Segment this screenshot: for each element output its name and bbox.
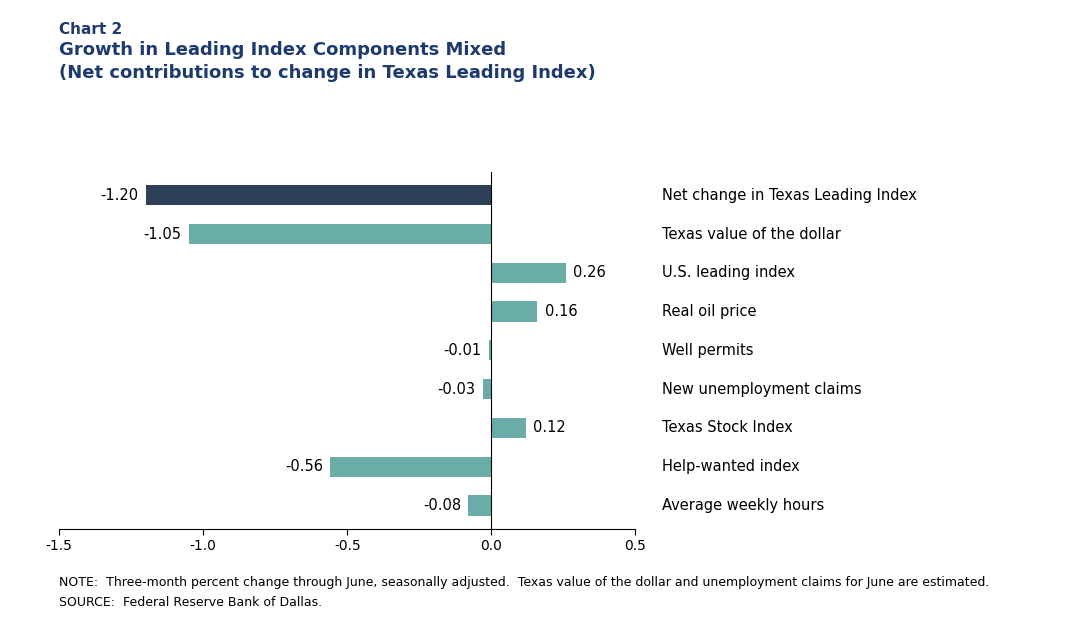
Text: Net change in Texas Leading Index: Net change in Texas Leading Index	[662, 188, 918, 203]
Bar	[489, 340, 491, 361]
Text: Well permits: Well permits	[662, 343, 754, 358]
Text: Texas Stock Index: Texas Stock Index	[662, 420, 793, 436]
Bar	[188, 224, 491, 244]
Text: Chart 2: Chart 2	[59, 22, 123, 38]
Text: -0.56: -0.56	[284, 459, 323, 474]
Bar	[145, 185, 491, 205]
Text: Growth in Leading Index Components Mixed: Growth in Leading Index Components Mixed	[59, 41, 506, 59]
Bar	[330, 457, 491, 476]
Text: Help-wanted index: Help-wanted index	[662, 459, 800, 474]
Text: 0.26: 0.26	[573, 265, 606, 280]
Text: SOURCE:  Federal Reserve Bank of Dallas.: SOURCE: Federal Reserve Bank of Dallas.	[59, 596, 322, 608]
Bar	[468, 496, 491, 515]
Text: -0.01: -0.01	[443, 343, 481, 358]
Bar	[491, 418, 526, 438]
Text: -1.05: -1.05	[143, 227, 182, 241]
Bar	[491, 262, 567, 283]
Bar	[491, 301, 537, 322]
Text: U.S. leading index: U.S. leading index	[662, 265, 795, 280]
Text: (Net contributions to change in Texas Leading Index): (Net contributions to change in Texas Le…	[59, 64, 596, 82]
Text: New unemployment claims: New unemployment claims	[662, 382, 862, 397]
Text: 0.12: 0.12	[533, 420, 565, 436]
Text: Texas value of the dollar: Texas value of the dollar	[662, 227, 841, 241]
Text: Real oil price: Real oil price	[662, 304, 757, 319]
Text: 0.16: 0.16	[545, 304, 577, 319]
Text: -1.20: -1.20	[100, 188, 139, 203]
Bar	[482, 379, 491, 399]
Text: -0.03: -0.03	[437, 382, 476, 397]
Text: NOTE:  Three-month percent change through June, seasonally adjusted.  Texas valu: NOTE: Three-month percent change through…	[59, 576, 990, 589]
Text: Average weekly hours: Average weekly hours	[662, 498, 825, 513]
Text: -0.08: -0.08	[423, 498, 461, 513]
